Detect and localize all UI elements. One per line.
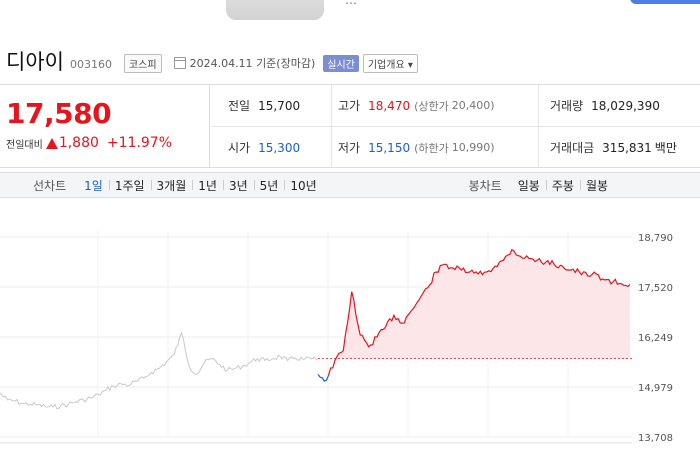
change-percent: +11.97% bbox=[106, 135, 173, 151]
period-10y[interactable]: 10년 bbox=[284, 177, 322, 194]
open-dip-series bbox=[317, 373, 330, 382]
change-label: 전일대비 bbox=[6, 139, 43, 151]
low-price: 저가 15,150 (하한가 10,990) bbox=[338, 140, 495, 156]
stock-code: 003160 bbox=[69, 57, 112, 71]
prev-day-series bbox=[0, 331, 319, 410]
line-chart-label: 선차트 bbox=[33, 178, 67, 193]
high-price: 고가 18,470 (상한가 20,400) bbox=[338, 98, 495, 114]
ad-text: … bbox=[345, 0, 357, 7]
y-axis-labels: 18,790 17,520 16,249 14,979 13,708 bbox=[638, 233, 673, 444]
current-price: 17,580 bbox=[6, 97, 112, 130]
today-series bbox=[327, 248, 631, 376]
candle-daily[interactable]: 일봉 bbox=[517, 178, 540, 193]
y-tick-label: 16,249 bbox=[638, 333, 673, 344]
company-overview-button[interactable]: 기업개요 ▾ bbox=[362, 53, 418, 73]
chart-toolbar: 선차트 1일 1주일 3개월 1년 3년 5년 10년 봉차트 일봉 주봉 월봉 bbox=[0, 172, 700, 198]
market-tag: 코스피 bbox=[123, 53, 162, 73]
price-chart[interactable]: 18,790 17,520 16,249 14,979 13,708 bbox=[0, 199, 700, 450]
stock-name: 디아이 bbox=[6, 50, 64, 74]
quote-date: 2024.04.11 기준(장마감) bbox=[189, 57, 316, 70]
up-arrow-icon bbox=[45, 137, 58, 149]
y-tick-label: 17,520 bbox=[638, 283, 673, 294]
period-1w[interactable]: 1주일 bbox=[108, 177, 151, 194]
price-box: 17,580 전일대비 1,880 +11.97% bbox=[0, 85, 210, 168]
change-value: 1,880 bbox=[58, 135, 99, 151]
stock-header: 디아이 003160 코스피 2024.04.11 기준(장마감) 실시간 기업… bbox=[0, 46, 700, 76]
realtime-button[interactable]: 실시간 bbox=[323, 54, 359, 72]
trade-amount: 거래대금 315,831 백만 bbox=[550, 140, 677, 156]
period-3m[interactable]: 3개월 bbox=[150, 177, 193, 194]
y-tick-label: 14,979 bbox=[638, 383, 673, 394]
candle-monthly[interactable]: 월봉 bbox=[579, 177, 614, 194]
candle-weekly[interactable]: 주봉 bbox=[545, 177, 580, 194]
open-price: 시가 15,300 bbox=[228, 140, 301, 156]
change-row: 전일대비 1,880 +11.97% bbox=[6, 135, 172, 151]
y-tick-label: 13,708 bbox=[638, 433, 673, 444]
volume: 거래량 18,029,390 bbox=[550, 98, 660, 114]
period-1d[interactable]: 1일 bbox=[84, 178, 103, 193]
quote-summary: 17,580 전일대비 1,880 +11.97% 전일 15,700 고가 1… bbox=[0, 84, 700, 168]
ad-thumbnail bbox=[226, 0, 324, 20]
chevron-down-icon: ▾ bbox=[407, 59, 413, 71]
ad-button[interactable] bbox=[630, 0, 700, 4]
calendar-icon bbox=[173, 57, 186, 69]
gain-fill-area bbox=[328, 249, 630, 359]
period-1y[interactable]: 1년 bbox=[192, 177, 223, 194]
ad-banner[interactable]: … bbox=[0, 0, 700, 28]
y-tick-label: 18,790 bbox=[638, 233, 673, 244]
candle-chart-label: 봉차트 bbox=[468, 178, 502, 193]
prev-close: 전일 15,700 bbox=[228, 98, 301, 114]
period-5y[interactable]: 5년 bbox=[253, 177, 285, 194]
divider bbox=[211, 126, 700, 127]
period-3y[interactable]: 3년 bbox=[222, 177, 254, 194]
